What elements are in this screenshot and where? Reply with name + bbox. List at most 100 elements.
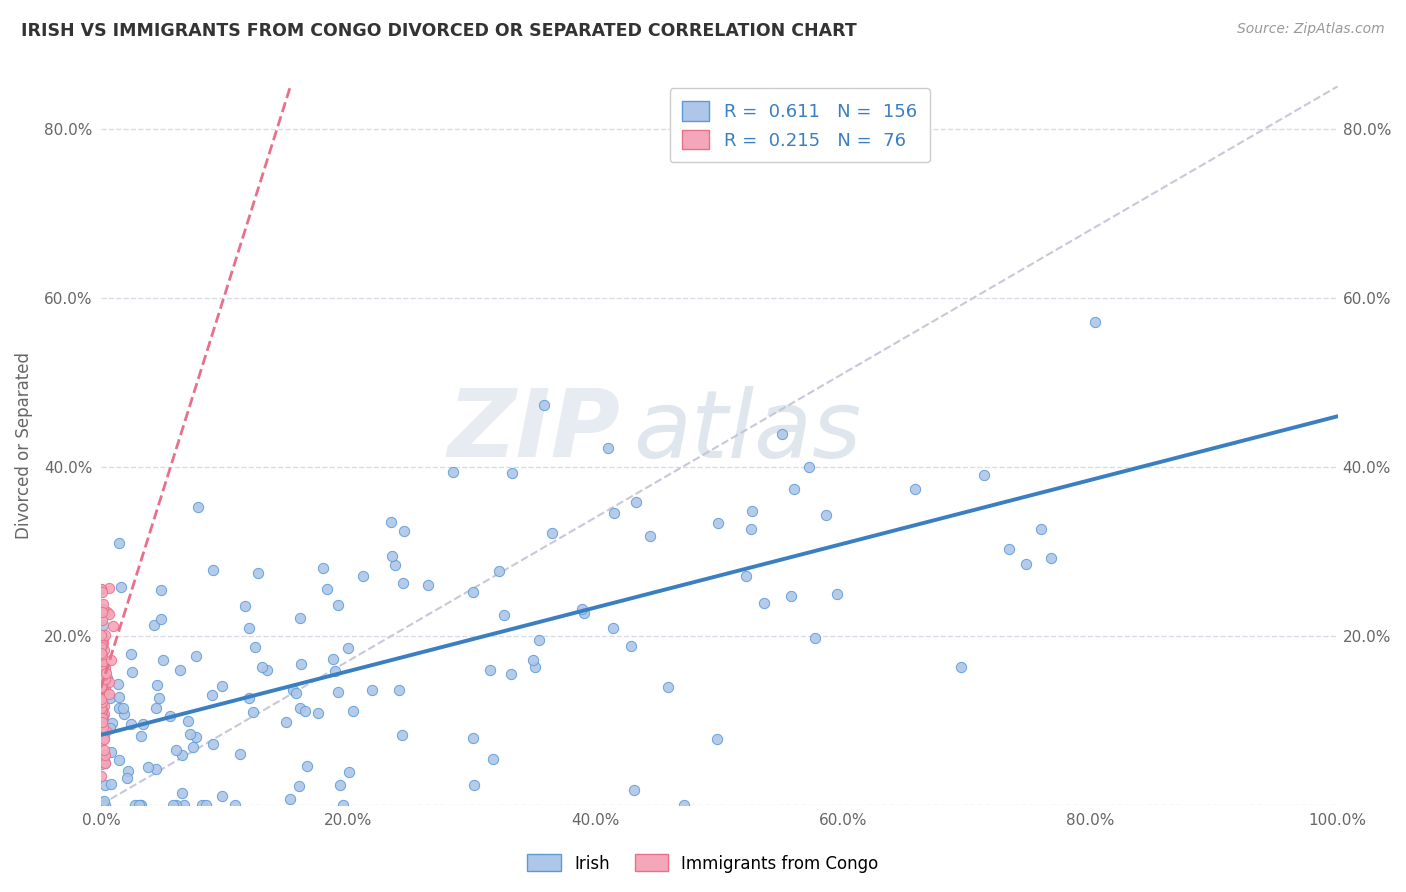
Point <box>488 564 510 578</box>
Point <box>294 704 316 718</box>
Point <box>165 742 187 756</box>
Text: ZIP: ZIP <box>447 385 620 477</box>
Point <box>619 639 641 653</box>
Point <box>211 789 233 803</box>
Point <box>540 526 562 541</box>
Point <box>201 563 224 577</box>
Point <box>337 640 360 655</box>
Point <box>98 687 121 701</box>
Point <box>90 711 112 725</box>
Point <box>461 584 484 599</box>
Point <box>797 459 820 474</box>
Point <box>825 587 848 601</box>
Point <box>441 465 464 479</box>
Point <box>91 733 114 747</box>
Point <box>392 524 415 539</box>
Point <box>187 500 209 515</box>
Point <box>256 663 278 677</box>
Point <box>288 779 311 793</box>
Point <box>94 681 117 696</box>
Point <box>361 682 384 697</box>
Point <box>329 778 352 792</box>
Point <box>179 727 201 741</box>
Point <box>90 681 112 695</box>
Point <box>201 737 224 751</box>
Point <box>107 690 129 704</box>
Point <box>90 697 112 711</box>
Point <box>288 701 311 715</box>
Point <box>735 569 758 583</box>
Point <box>132 717 155 731</box>
Point <box>815 508 838 523</box>
Point <box>143 618 166 632</box>
Point <box>572 606 595 620</box>
Point <box>91 668 114 682</box>
Point <box>904 483 927 497</box>
Point <box>112 706 135 721</box>
Point <box>91 703 114 717</box>
Point <box>233 599 256 613</box>
Point <box>129 797 152 812</box>
Point <box>416 577 439 591</box>
Point <box>973 468 995 483</box>
Point <box>90 646 112 660</box>
Point <box>90 640 112 654</box>
Point <box>998 541 1021 556</box>
Point <box>281 682 304 697</box>
Point <box>107 677 129 691</box>
Point <box>238 690 260 705</box>
Point <box>90 658 112 673</box>
Point <box>228 747 250 761</box>
Point <box>707 516 730 530</box>
Point <box>90 649 112 664</box>
Point <box>803 631 825 645</box>
Point <box>332 797 354 812</box>
Point <box>128 797 150 812</box>
Point <box>93 657 115 671</box>
Point <box>250 660 273 674</box>
Point <box>98 607 121 621</box>
Point <box>94 672 117 686</box>
Point <box>145 762 167 776</box>
Point <box>108 753 131 767</box>
Point <box>98 675 121 690</box>
Point <box>478 663 501 677</box>
Point <box>90 756 112 771</box>
Point <box>307 706 329 721</box>
Point <box>194 797 217 812</box>
Point <box>274 715 297 730</box>
Point <box>316 582 339 596</box>
Point <box>91 632 114 646</box>
Point <box>706 732 728 747</box>
Point <box>91 630 114 644</box>
Point <box>94 797 117 812</box>
Legend: Irish, Immigrants from Congo: Irish, Immigrants from Congo <box>520 847 886 880</box>
Point <box>120 717 142 731</box>
Point <box>384 558 406 572</box>
Point <box>90 582 112 596</box>
Point <box>101 619 124 633</box>
Point <box>326 684 349 698</box>
Point <box>352 569 374 583</box>
Point <box>94 778 117 792</box>
Point <box>100 653 122 667</box>
Point <box>145 678 167 692</box>
Point <box>463 778 485 792</box>
Point <box>91 664 114 678</box>
Point <box>159 709 181 723</box>
Point <box>381 549 404 564</box>
Point <box>672 797 695 812</box>
Point <box>211 679 233 693</box>
Point <box>90 605 112 619</box>
Point <box>93 731 115 745</box>
Point <box>90 680 112 694</box>
Point <box>117 764 139 779</box>
Point <box>96 605 118 619</box>
Point <box>623 783 645 797</box>
Point <box>183 740 205 755</box>
Point <box>170 786 193 800</box>
Text: Source: ZipAtlas.com: Source: ZipAtlas.com <box>1237 22 1385 37</box>
Point <box>176 714 198 728</box>
Point <box>136 760 159 774</box>
Point <box>337 765 360 780</box>
